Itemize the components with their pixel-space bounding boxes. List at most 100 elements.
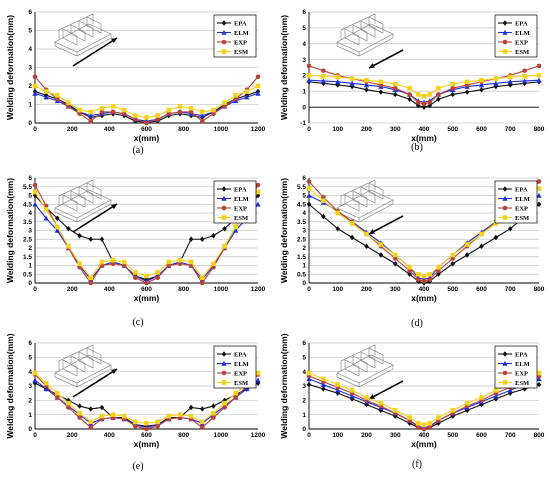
data-point: [188, 259, 194, 265]
data-point: [177, 109, 183, 115]
data-point: [255, 377, 261, 383]
data-point: [450, 256, 456, 261]
data-point: [436, 268, 441, 274]
data-point: [244, 386, 250, 392]
y-tick-label: 3.5: [23, 219, 32, 226]
data-point: [335, 226, 341, 232]
data-point: [427, 277, 433, 282]
data-point: [144, 273, 149, 279]
data-point: [144, 115, 149, 120]
data-point: [306, 370, 312, 376]
data-point: [199, 113, 205, 118]
data-point: [392, 408, 398, 413]
data-point: [133, 270, 138, 275]
data-point: [211, 415, 216, 420]
data-point: [436, 271, 441, 277]
legend-marker: [221, 49, 227, 54]
data-point: [349, 393, 355, 399]
data-point: [199, 275, 205, 281]
y-tick-label: 2: [302, 73, 306, 80]
legend-entry: EXP: [234, 370, 247, 377]
legend-entry: ESM: [515, 215, 529, 222]
data-point: [493, 234, 499, 241]
data-point: [188, 404, 194, 411]
x-tick-label: 300: [390, 126, 401, 133]
x-tick-label: 800: [178, 432, 189, 439]
y-tick-label: 1: [302, 88, 306, 95]
x-tick-label: 500: [447, 126, 458, 133]
legend-marker: [221, 351, 227, 357]
panel-caption: (c): [132, 317, 143, 328]
data-point: [211, 264, 216, 270]
data-point: [493, 393, 499, 399]
x-tick-label: 700: [505, 432, 516, 439]
data-point: [450, 91, 456, 98]
data-point: [32, 90, 38, 96]
data-point: [54, 227, 60, 233]
data-point: [349, 388, 355, 393]
legend-marker: [221, 195, 227, 201]
data-point: [32, 192, 38, 199]
x-axis-label: x(mm): [411, 293, 437, 303]
y-tick-label: 5: [28, 28, 32, 35]
data-point: [32, 83, 38, 89]
data-point: [306, 192, 312, 198]
legend-box: [213, 345, 257, 389]
data-point: [133, 113, 138, 118]
data-point: [77, 410, 82, 416]
data-point: [43, 89, 49, 94]
y-tick-label: 0: [302, 104, 306, 111]
data-point: [536, 63, 542, 69]
legend-entry: EXP: [515, 370, 528, 377]
data-point: [364, 77, 369, 83]
y-tick-label: 2: [302, 398, 306, 405]
y-tick-label: 0.5: [23, 271, 32, 278]
data-point: [66, 243, 71, 249]
legend: EPA ELM EXP ESM: [494, 345, 538, 389]
data-point: [306, 179, 312, 184]
data-point: [335, 79, 341, 85]
data-point: [121, 111, 127, 117]
data-point: [479, 395, 484, 400]
data-point: [32, 201, 38, 207]
legend-marker: [502, 20, 508, 26]
data-point: [255, 182, 261, 188]
data-point: [99, 259, 105, 265]
legend-entry: EXP: [515, 205, 528, 212]
y-tick-label: 6: [28, 340, 32, 347]
x-tick-label: 600: [476, 126, 487, 133]
legend-entry: ELM: [234, 196, 249, 203]
data-point: [177, 257, 183, 263]
data-point: [77, 261, 82, 267]
x-tick-label: 200: [67, 432, 78, 439]
direction-arrow-icon: [72, 203, 118, 233]
data-point: [255, 189, 261, 195]
y-axis-label: Welding deformation(mm): [5, 15, 15, 120]
legend-entry: ESM: [234, 215, 248, 222]
data-point: [378, 400, 384, 406]
panel-caption: (f): [412, 459, 422, 470]
data-point: [177, 104, 183, 109]
data-point: [464, 252, 470, 258]
data-point: [536, 77, 542, 83]
x-tick-label: 0: [33, 286, 37, 293]
legend-entry: EPA: [515, 186, 528, 193]
chart-panel: 0 1 2 3 4 5 6 0 200 400 600 800 1000 1200 x(mm) Welding…: [5, 9, 266, 156]
data-point: [144, 120, 149, 126]
legend-marker: [502, 39, 508, 45]
data-point: [536, 73, 542, 78]
y-tick-label: 3.5: [297, 219, 306, 226]
data-point: [364, 395, 369, 400]
legend-entry: ELM: [515, 30, 530, 37]
data-point: [155, 117, 160, 122]
data-point: [177, 261, 183, 267]
data-point: [320, 381, 326, 387]
data-point: [349, 234, 355, 241]
data-point: [407, 264, 412, 270]
legend-entry: EXP: [234, 39, 247, 46]
y-tick-label: 4.5: [23, 201, 32, 208]
data-point: [121, 263, 127, 268]
chart-panel: 0 1 2 3 4 5 6 0 200 400 600 800 1000 1200 x(mm) Welding…: [5, 333, 266, 472]
y-tick-label: 5: [302, 25, 306, 32]
data-point: [199, 109, 205, 115]
